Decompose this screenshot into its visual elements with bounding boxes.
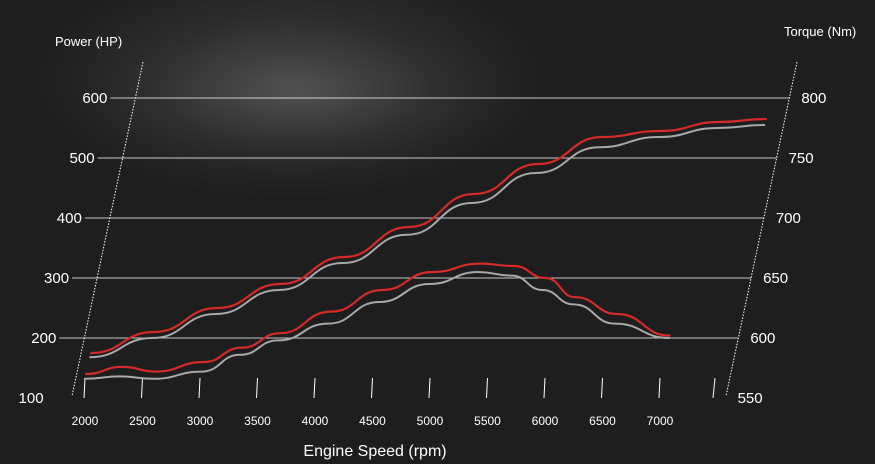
x-tick-mark <box>543 377 546 399</box>
x-tick-label: 3500 <box>244 414 271 428</box>
x-ticks <box>83 377 716 399</box>
x-tick-mark <box>428 377 431 399</box>
right-tick-label: 650 <box>763 270 788 287</box>
x-tick-label: 6500 <box>589 414 616 428</box>
torque-grey-line <box>83 270 670 380</box>
right-tick-label: 600 <box>750 330 775 347</box>
x-tick-label: 5000 <box>417 414 444 428</box>
gridlines <box>59 97 790 339</box>
series-lines <box>83 117 767 380</box>
x-tick-label: 2000 <box>72 414 99 428</box>
left-tick-label: 300 <box>44 270 69 287</box>
x-tick-mark <box>371 377 373 399</box>
left-tick-label: 600 <box>82 90 107 107</box>
x-tick-mark <box>83 377 86 399</box>
power-red-line <box>90 117 767 355</box>
right-tick-label: 550 <box>738 390 763 407</box>
x-tick-label: 5500 <box>474 414 501 428</box>
x-tick-mark <box>712 377 716 399</box>
torque-red-line <box>84 262 671 376</box>
background-glow <box>70 20 530 170</box>
tick-labels: 100 200 300 400 500 600 550 600 650 700 750 800 2000… <box>19 90 827 428</box>
right-tick-label: 800 <box>801 90 826 107</box>
x-tick-label: 2500 <box>129 414 156 428</box>
x-tick-mark <box>658 377 661 399</box>
x-tick-mark <box>141 377 143 399</box>
x-axis-title: Engine Speed (rpm) <box>303 443 446 460</box>
x-tick-mark <box>313 377 316 399</box>
right-tick-label: 700 <box>776 210 801 227</box>
left-tick-label: 500 <box>70 150 95 167</box>
right-tick-label: 750 <box>789 150 814 167</box>
left-tick-label: 400 <box>57 210 82 227</box>
x-tick-mark <box>256 377 258 399</box>
power-grey-line <box>89 124 766 359</box>
x-tick-label: 7000 <box>647 414 674 428</box>
left-tick-label: 100 <box>19 390 44 407</box>
right-axis-title: Torque (Nm) <box>784 24 856 39</box>
x-tick-mark <box>486 377 488 399</box>
x-tick-label: 4500 <box>359 414 386 428</box>
x-tick-label: 6000 <box>532 414 559 428</box>
x-tick-mark <box>601 377 603 399</box>
left-tick-label: 200 <box>31 330 56 347</box>
x-tick-label: 3000 <box>187 414 214 428</box>
x-tick-mark <box>198 377 201 399</box>
x-tick-label: 4000 <box>302 414 329 428</box>
left-axis-title: Power (HP) <box>55 34 122 49</box>
